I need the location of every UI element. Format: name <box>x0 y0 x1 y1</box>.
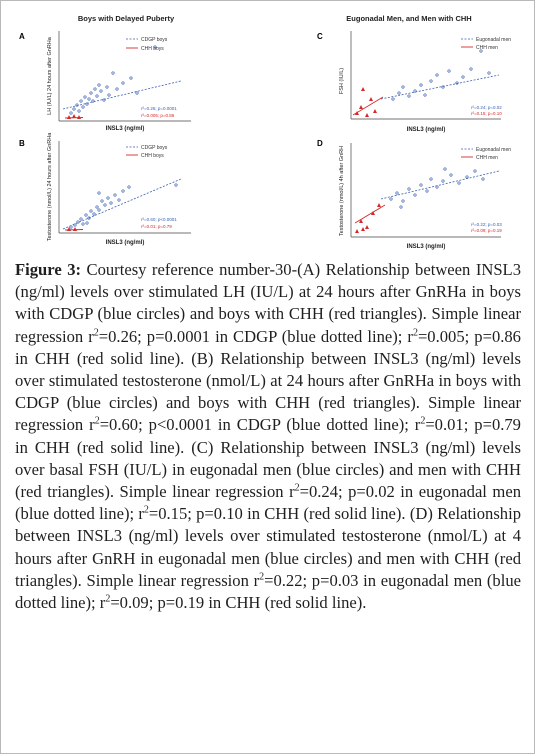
panel-a-stat-chh: r²=0.005; p=0.86 <box>141 113 175 118</box>
panel-letter-a: A <box>19 32 25 41</box>
caption-text-4: =0.60; p<0.0001 in CDGP (blue dotted lin… <box>99 415 415 435</box>
section-title-right: Eugonadal Men, and Men with CHH <box>346 14 471 23</box>
caption-text-2: =0.26; p=0.0001 in CDGP (blue dotted lin… <box>98 326 408 346</box>
svg-text:CHH boys: CHH boys <box>141 153 164 159</box>
panel-b-ylabel: Testosterone (nmol/L) 24 hours after GnR… <box>47 132 53 241</box>
panel-d-legend: Eugonadal men CHH men <box>461 147 511 161</box>
panel-d-xlabel: INSL3 (ng/ml) <box>407 244 446 250</box>
svg-text:CHH men: CHH men <box>476 45 498 51</box>
panel-a-cdgp-fit <box>62 80 182 110</box>
caption-text-1: Courtesy reference number-30-(A) Relatio… <box>15 260 521 346</box>
panel-d-chh-fit <box>354 204 386 224</box>
panel-d-points <box>389 167 485 209</box>
figure-caption: Figure 3: Courtesy reference number-30-(… <box>15 260 521 613</box>
panel-a-chh-fit <box>64 117 84 119</box>
panel-d-stat-eugonadal: r²=0.22; p=0.03 <box>471 222 502 227</box>
svg-text:CHH men: CHH men <box>476 155 498 161</box>
panel-c-points <box>391 49 491 101</box>
panel-c-eugonadal-fit <box>380 74 500 100</box>
panel-b-legend: CDGP boys CHH boys <box>126 145 168 159</box>
panel-b-chh-fit <box>64 229 84 231</box>
panel-b-xlabel: INSL3 (ng/ml) <box>106 240 145 246</box>
panel-letter-d: D <box>317 139 323 148</box>
caption-text-9: =0.09; p=0.19 in CHH (red solid line). <box>110 593 367 613</box>
panel-c-stat-chh: r²=0.15; p=0.10 <box>471 111 502 116</box>
panel-a-stat-cdgp: r²=0.26; p=0.0001 <box>141 106 177 111</box>
caption-text-8: =0.22; p=0.03 in eugonadal men (blue dot… <box>15 570 521 613</box>
panel-letter-b: B <box>19 139 25 148</box>
panel-a-xlabel: INSL3 (ng/ml) <box>106 126 145 132</box>
panel-letter-c: C <box>317 32 323 41</box>
panel-b-cdgp-fit <box>62 178 182 230</box>
panel-d-stat-chh: r²=0.09; p=0.19 <box>471 228 502 233</box>
panel-d-eugonadal-fit <box>380 170 500 200</box>
panel-c-legend: Eugonadal men CHH men <box>461 37 511 51</box>
panel-d: Testosterone (nmol/L) 4h after GnRH Eugo… <box>339 143 511 250</box>
panel-a-legend: CDGP boys CHH boys <box>126 37 168 52</box>
panel-c: FSH (IU/L) Eugonadal men CHH men r²= <box>339 31 511 133</box>
panel-c-stat-eugonadal: r²=0.24; p=0.02 <box>471 105 502 110</box>
caption-text-3: =0.005; p=0.86 in CHH (red solid line). … <box>15 326 521 435</box>
panel-b-points <box>69 183 178 229</box>
panel-a-points <box>69 45 157 115</box>
panel-d-chh-points <box>355 203 381 233</box>
panel-c-xlabel: INSL3 (ng/ml) <box>407 127 446 133</box>
panel-b-stat-cdgp: r²=0.60; p<0.0001 <box>141 217 177 222</box>
panel-b: Testosterone (nmol/L) 24 hours after GnR… <box>47 132 191 246</box>
panel-b-stat-chh: r²=0.01; p=0.79 <box>141 224 172 229</box>
caption-text-6: =0.24; p=0.02 in eugonadal men (blue dot… <box>15 482 521 524</box>
panel-c-chh-fit <box>352 96 384 116</box>
svg-text:CHH boys: CHH boys <box>141 46 164 52</box>
panel-a: LH (IU/L) 24 hours after GnRHa CDGP boys <box>47 31 191 132</box>
caption-text-7: =0.15; p=0.10 in CHH (red solid line). (… <box>15 504 521 590</box>
svg-text:CDGP boys: CDGP boys <box>141 145 168 151</box>
panel-c-chh-points <box>355 87 377 117</box>
section-title-left: Boys with Delayed Puberty <box>78 14 175 23</box>
panel-c-ylabel: FSH (IU/L) <box>339 68 345 94</box>
caption-label: Figure 3: <box>15 260 82 279</box>
caption-text-5: =0.01; p=0.79 in CHH (red solid line). (… <box>15 415 521 502</box>
figure-3: Boys with Delayed Puberty Eugonadal Men,… <box>19 14 511 250</box>
panel-a-ylabel: LH (IU/L) 24 hours after GnRHa <box>47 36 53 115</box>
svg-text:Eugonadal men: Eugonadal men <box>476 37 511 43</box>
panel-d-ylabel: Testosterone (nmol/L) 4h after GnRH <box>339 146 345 236</box>
svg-text:CDGP boys: CDGP boys <box>141 37 168 43</box>
svg-text:Eugonadal men: Eugonadal men <box>476 147 511 153</box>
